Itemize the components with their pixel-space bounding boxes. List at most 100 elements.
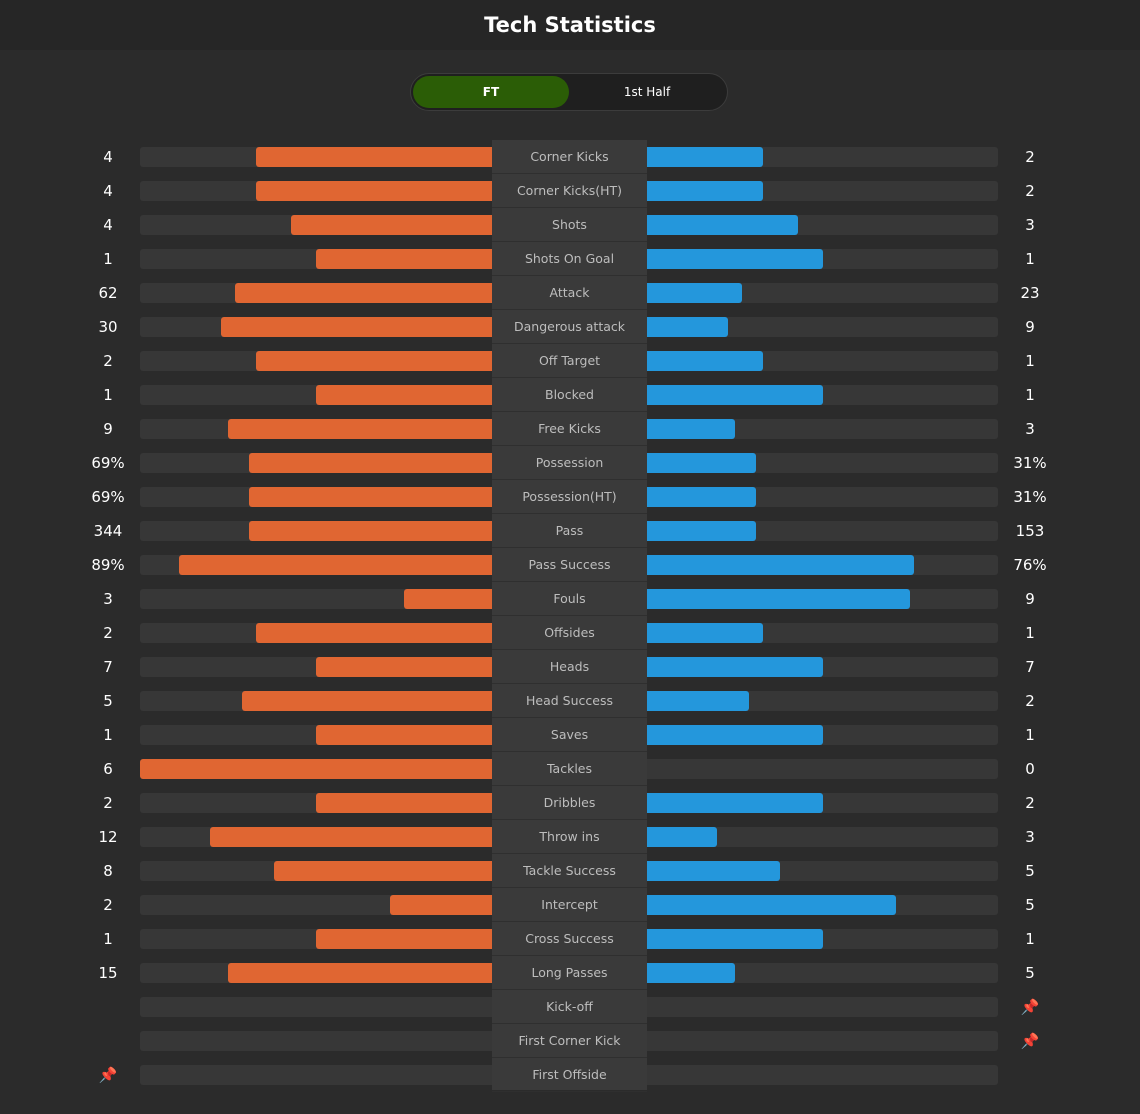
away-bar-track <box>647 385 998 405</box>
home-bar-track <box>140 487 492 507</box>
page-title: Tech Statistics <box>484 13 656 37</box>
away-bar-track <box>647 997 998 1017</box>
stat-label: Tackles <box>492 752 647 786</box>
stat-label: Corner Kicks(HT) <box>492 174 647 208</box>
pin-icon: 📌 <box>1020 998 1040 1016</box>
stat-row: 5 Head Success 2 <box>0 684 1140 718</box>
tab-ft[interactable]: FT <box>413 76 569 108</box>
home-bar <box>390 895 492 915</box>
away-value: 7 <box>1025 658 1035 676</box>
home-bar-track <box>140 147 492 167</box>
stat-label: Attack <box>492 276 647 310</box>
home-value: 1 <box>103 250 113 268</box>
home-bar <box>228 419 492 439</box>
stat-row: 8 Tackle Success 5 <box>0 854 1140 888</box>
home-bar-track <box>140 215 492 235</box>
home-bar-track <box>140 1065 492 1085</box>
home-bar <box>210 827 492 847</box>
home-value: 1 <box>103 726 113 744</box>
away-bar <box>647 181 763 201</box>
stat-label: Kick-off <box>492 990 647 1024</box>
away-bar <box>647 827 717 847</box>
home-bar <box>316 657 492 677</box>
home-value: 8 <box>103 862 113 880</box>
stat-label: Head Success <box>492 684 647 718</box>
away-value: 2 <box>1025 794 1035 812</box>
home-bar <box>249 487 492 507</box>
stat-row: 69% Possession 31% <box>0 446 1140 480</box>
home-bar-track <box>140 759 492 779</box>
home-bar <box>249 453 492 473</box>
home-value: 6 <box>103 760 113 778</box>
away-bar-track <box>647 1031 998 1051</box>
home-bar-track <box>140 521 492 541</box>
stat-row: 📌 First Offside <box>0 1058 1140 1092</box>
away-value: 9 <box>1025 590 1035 608</box>
home-value: 4 <box>103 148 113 166</box>
home-value: 5 <box>103 692 113 710</box>
away-bar-track <box>647 1065 998 1085</box>
home-value: 30 <box>98 318 118 336</box>
away-bar <box>647 929 823 949</box>
away-bar-track <box>647 147 998 167</box>
away-bar <box>647 521 756 541</box>
stat-label: Fouls <box>492 582 647 616</box>
home-bar <box>404 589 492 609</box>
away-value: 1 <box>1025 352 1035 370</box>
tab-1st-half[interactable]: 1st Half <box>623 85 671 99</box>
stat-row: 30 Dangerous attack 9 <box>0 310 1140 344</box>
away-bar-track <box>647 827 998 847</box>
home-value: 62 <box>98 284 118 302</box>
home-value: 69% <box>91 454 125 472</box>
home-bar-track <box>140 793 492 813</box>
away-value: 2 <box>1025 692 1035 710</box>
stat-label: Shots <box>492 208 647 242</box>
stat-label: Cross Success <box>492 922 647 956</box>
away-bar <box>647 249 823 269</box>
stat-row: 62 Attack 23 <box>0 276 1140 310</box>
away-bar-track <box>647 963 998 983</box>
stat-row: 89% Pass Success 76% <box>0 548 1140 582</box>
away-bar-track <box>647 725 998 745</box>
away-bar-track <box>647 317 998 337</box>
stat-row: 9 Free Kicks 3 <box>0 412 1140 446</box>
away-value: 23 <box>1020 284 1040 302</box>
away-value: 1 <box>1025 726 1035 744</box>
stat-label: Shots On Goal <box>492 242 647 276</box>
away-bar-track <box>647 215 998 235</box>
home-value: 4 <box>103 182 113 200</box>
stat-label: Offsides <box>492 616 647 650</box>
away-value: 5 <box>1025 896 1035 914</box>
home-value: 1 <box>103 930 113 948</box>
away-value: 5 <box>1025 964 1035 982</box>
away-bar-track <box>647 521 998 541</box>
home-bar-track <box>140 861 492 881</box>
away-bar-track <box>647 283 998 303</box>
home-bar-track <box>140 1031 492 1051</box>
away-bar-track <box>647 453 998 473</box>
home-bar-track <box>140 453 492 473</box>
stat-row: Kick-off 📌 <box>0 990 1140 1024</box>
stat-label: Dribbles <box>492 786 647 820</box>
home-value: 📌 <box>78 1058 138 1092</box>
away-bar <box>647 793 823 813</box>
away-bar <box>647 861 780 881</box>
home-bar <box>316 385 492 405</box>
home-bar <box>291 215 492 235</box>
away-value: 3 <box>1025 216 1035 234</box>
away-bar-track <box>647 793 998 813</box>
home-bar-track <box>140 419 492 439</box>
home-bar <box>316 793 492 813</box>
home-bar-track <box>140 555 492 575</box>
away-value: 5 <box>1025 862 1035 880</box>
away-value: 3 <box>1025 828 1035 846</box>
away-bar <box>647 351 763 371</box>
away-value: 0 <box>1025 760 1035 778</box>
stat-label: Free Kicks <box>492 412 647 446</box>
away-bar-track <box>647 419 998 439</box>
stat-row: 2 Off Target 1 <box>0 344 1140 378</box>
home-bar <box>235 283 492 303</box>
home-bar-track <box>140 181 492 201</box>
stat-label: First Corner Kick <box>492 1024 647 1058</box>
away-bar <box>647 419 735 439</box>
